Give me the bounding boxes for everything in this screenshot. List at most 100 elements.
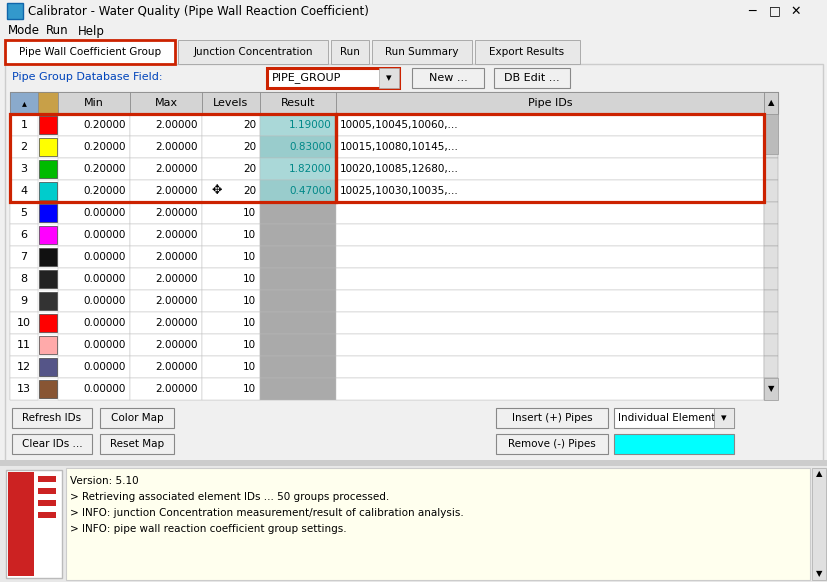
Bar <box>260 180 336 202</box>
Text: 4: 4 <box>21 186 27 196</box>
Text: Refresh IDs: Refresh IDs <box>22 413 82 423</box>
Bar <box>336 312 763 334</box>
Bar <box>39 292 57 310</box>
Bar <box>10 202 38 224</box>
Text: Pipe Group Database Field:: Pipe Group Database Field: <box>12 72 162 82</box>
Bar <box>10 356 763 378</box>
Text: 2.00000: 2.00000 <box>155 296 198 306</box>
Bar <box>260 224 336 246</box>
Bar <box>130 290 202 312</box>
Bar <box>66 468 809 580</box>
Text: □: □ <box>768 5 780 17</box>
Text: 9: 9 <box>21 296 27 306</box>
Bar <box>130 378 202 400</box>
Bar <box>336 114 763 136</box>
Text: Max: Max <box>155 98 177 108</box>
Bar <box>100 408 174 428</box>
Bar <box>58 180 130 202</box>
Text: 1.82000: 1.82000 <box>289 164 332 174</box>
Text: 2.00000: 2.00000 <box>155 230 198 240</box>
Bar <box>39 226 57 244</box>
Text: 0.00000: 0.00000 <box>84 274 126 284</box>
Bar <box>58 92 130 114</box>
Bar <box>38 476 56 482</box>
Bar <box>39 116 57 134</box>
Text: 8: 8 <box>21 274 27 284</box>
Text: 10: 10 <box>242 384 256 394</box>
Text: Mode: Mode <box>8 24 40 37</box>
Text: 10005,10045,10060,...: 10005,10045,10060,... <box>340 120 458 130</box>
Text: ─: ─ <box>747 5 754 17</box>
Bar <box>0 460 827 466</box>
Text: 10: 10 <box>242 230 256 240</box>
Text: Calibrator - Water Quality (Pipe Wall Reaction Coefficient): Calibrator - Water Quality (Pipe Wall Re… <box>28 5 369 17</box>
Bar <box>39 138 57 156</box>
Text: 10025,10030,10035,...: 10025,10030,10035,... <box>340 186 458 196</box>
Bar <box>10 224 763 246</box>
Text: > INFO: pipe wall reaction coefficient group settings.: > INFO: pipe wall reaction coefficient g… <box>70 524 347 534</box>
Bar <box>763 312 777 334</box>
Bar <box>763 378 777 400</box>
Bar <box>260 92 336 114</box>
Text: 0.00000: 0.00000 <box>84 318 126 328</box>
Text: Levels: Levels <box>213 98 248 108</box>
Text: Reset Map: Reset Map <box>110 439 164 449</box>
Text: ▲: ▲ <box>815 470 821 478</box>
Text: ▾: ▾ <box>385 73 391 83</box>
Text: Version: 5.10: Version: 5.10 <box>70 476 138 486</box>
Bar <box>100 434 174 454</box>
Bar <box>763 268 777 290</box>
Bar <box>202 312 260 334</box>
Bar <box>7 3 23 19</box>
Bar <box>336 290 763 312</box>
Bar <box>58 246 130 268</box>
Text: 2.00000: 2.00000 <box>155 384 198 394</box>
Text: 11: 11 <box>17 340 31 350</box>
Text: ▼: ▼ <box>767 385 773 393</box>
Bar <box>58 312 130 334</box>
Bar <box>260 290 336 312</box>
Bar <box>202 356 260 378</box>
Bar <box>202 202 260 224</box>
Bar <box>5 40 174 64</box>
Bar <box>6 470 62 578</box>
Text: Individual Element: Individual Element <box>617 413 715 423</box>
Bar <box>260 312 336 334</box>
Text: 10: 10 <box>242 208 256 218</box>
Bar <box>0 0 827 22</box>
Text: 0.00000: 0.00000 <box>84 252 126 262</box>
Bar <box>34 472 60 576</box>
Bar <box>763 246 777 268</box>
Text: 2.00000: 2.00000 <box>155 252 198 262</box>
Bar <box>39 248 57 266</box>
Text: 2: 2 <box>21 142 27 152</box>
Text: Run: Run <box>46 24 69 37</box>
Bar <box>336 158 763 180</box>
Text: ▲: ▲ <box>767 98 773 108</box>
Bar <box>475 40 579 64</box>
Text: 10: 10 <box>242 362 256 372</box>
Bar <box>202 114 260 136</box>
Bar <box>10 180 763 202</box>
Text: Junction Concentration: Junction Concentration <box>193 47 313 57</box>
Bar <box>202 136 260 158</box>
Bar <box>10 378 763 400</box>
Bar <box>202 224 260 246</box>
Bar <box>39 314 57 332</box>
Bar <box>260 114 336 136</box>
Bar <box>58 356 130 378</box>
Text: 10: 10 <box>242 340 256 350</box>
Text: Min: Min <box>84 98 104 108</box>
Text: Export Results: Export Results <box>489 47 564 57</box>
Text: 20: 20 <box>242 164 256 174</box>
Bar <box>336 378 763 400</box>
Bar <box>495 434 607 454</box>
Bar <box>336 180 763 202</box>
Text: 2.00000: 2.00000 <box>155 340 198 350</box>
Bar <box>39 160 57 178</box>
Bar <box>713 408 733 428</box>
Bar <box>763 92 777 114</box>
Text: 10020,10085,12680,...: 10020,10085,12680,... <box>340 164 458 174</box>
Bar <box>331 40 369 64</box>
Bar <box>10 158 38 180</box>
